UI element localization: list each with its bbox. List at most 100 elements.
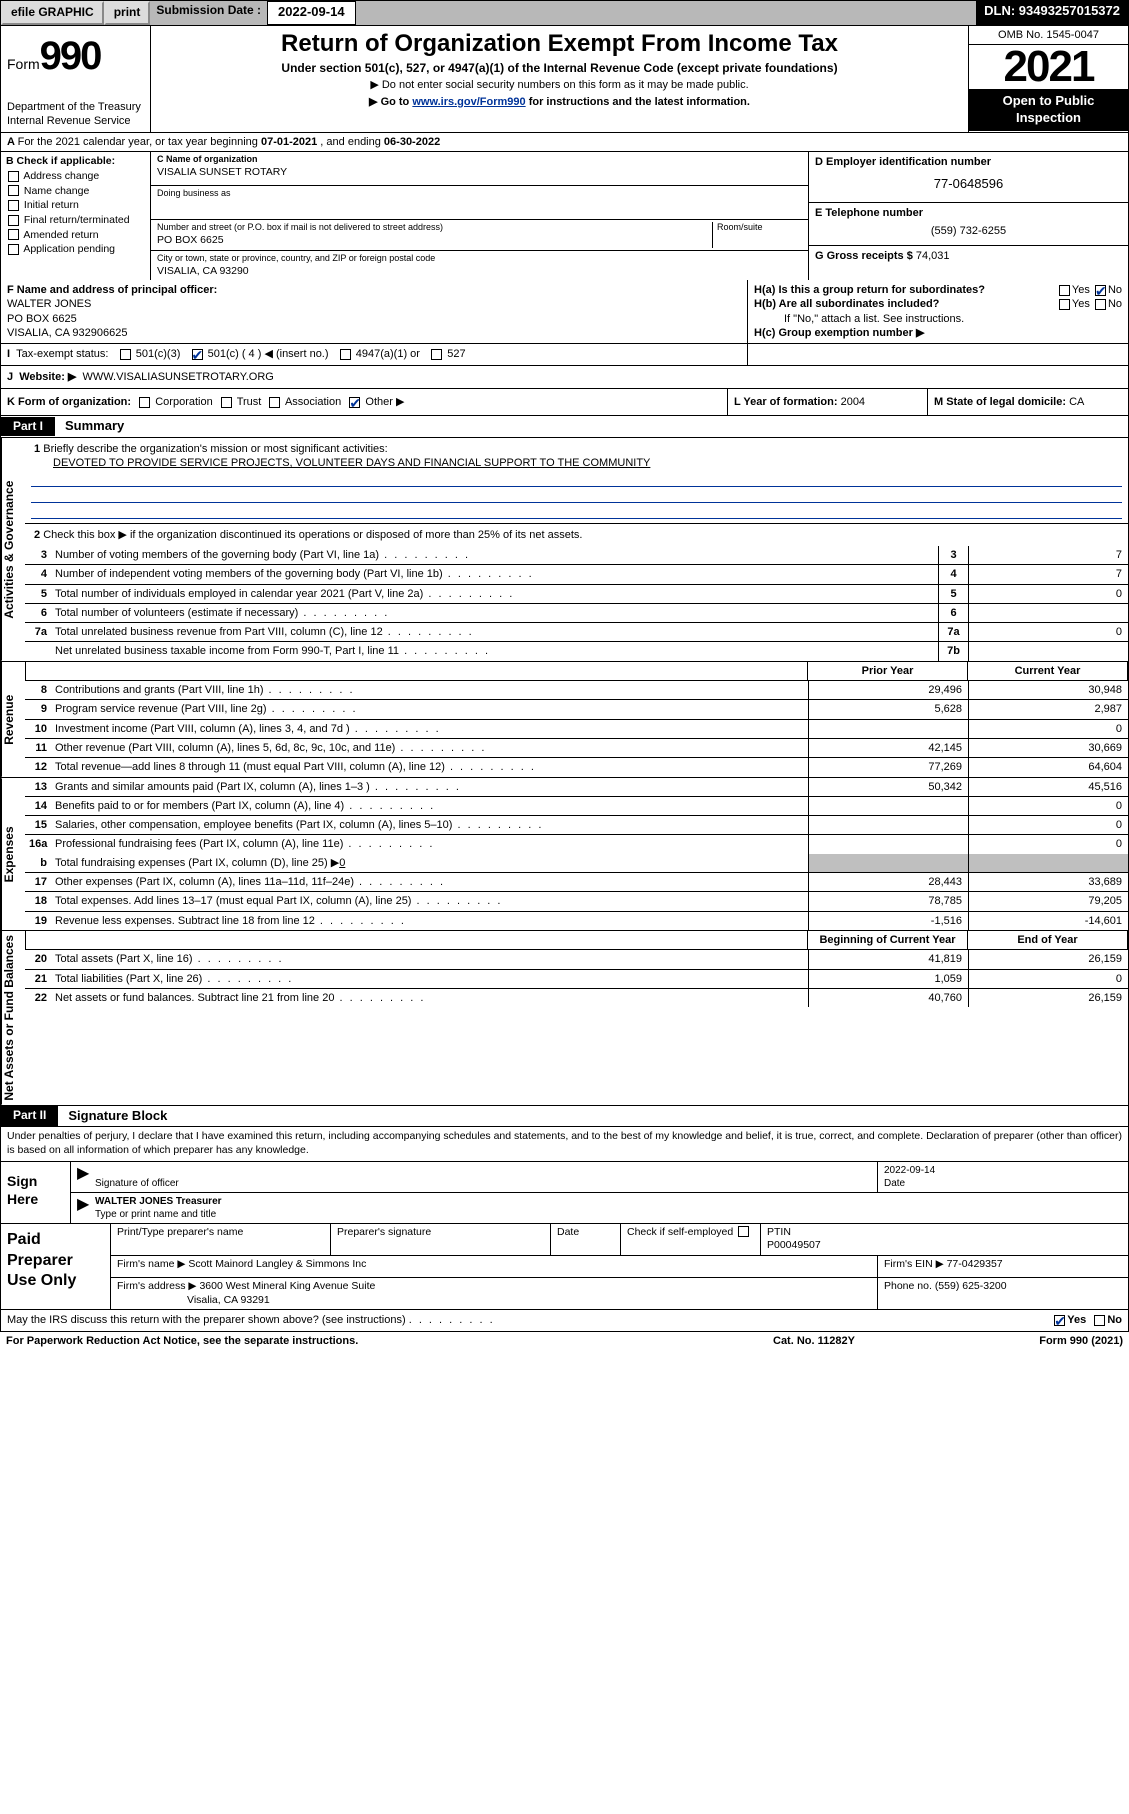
table-row: 18Total expenses. Add lines 13–17 (must …: [25, 892, 1128, 911]
hdr-current-year: Current Year: [967, 662, 1127, 680]
instructions-link[interactable]: www.irs.gov/Form990: [412, 96, 525, 108]
table-row: 3Number of voting members of the governi…: [25, 546, 1128, 565]
officer-addr1: PO BOX 6625: [7, 313, 77, 325]
table-row: 7aTotal unrelated business revenue from …: [25, 623, 1128, 642]
print-button[interactable]: print: [104, 1, 151, 25]
submission-date: 2022-09-14: [267, 1, 356, 25]
table-row: 11Other revenue (Part VIII, column (A), …: [25, 739, 1128, 758]
table-row: 14Benefits paid to or for members (Part …: [25, 797, 1128, 816]
table-row: 20Total assets (Part X, line 16)41,81926…: [25, 950, 1128, 969]
table-row: 22Net assets or fund balances. Subtract …: [25, 989, 1128, 1007]
d-ein-label: D Employer identification number: [815, 156, 991, 168]
form-header: Form990 Department of the Treasury Inter…: [0, 26, 1129, 134]
room-suite-label: Room/suite: [717, 222, 802, 234]
part-ii-title: Signature Block: [58, 1106, 177, 1127]
discuss-row: May the IRS discuss this return with the…: [0, 1310, 1129, 1331]
cb-final-return[interactable]: Final return/terminated: [6, 214, 145, 228]
table-row: 6Total number of volunteers (estimate if…: [25, 604, 1128, 623]
h-c: H(c) Group exemption number ▶: [754, 326, 1122, 340]
part-i-title: Summary: [55, 416, 134, 437]
city-label: City or town, state or province, country…: [157, 253, 802, 265]
sign-here-block: Sign Here ▶ Signature of officer 2022-09…: [0, 1162, 1129, 1224]
table-row: Net unrelated business taxable income fr…: [25, 642, 1128, 660]
row-k-l-m: K Form of organization: Corporation Trus…: [0, 389, 1129, 416]
efile-button[interactable]: efile GRAPHIC: [1, 1, 104, 25]
h-b-note: If "No," attach a list. See instructions…: [754, 312, 1122, 326]
h-a: H(a) Is this a group return for subordin…: [754, 283, 1122, 297]
bottom-footer: For Paperwork Reduction Act Notice, see …: [0, 1332, 1129, 1350]
cb-amended-return[interactable]: Amended return: [6, 229, 145, 243]
paid-preparer-label: Paid Preparer Use Only: [1, 1224, 111, 1310]
firm-ein: 77-0429357: [947, 1258, 1003, 1270]
hdr-prior-year: Prior Year: [807, 662, 967, 680]
prep-name-label: Print/Type preparer's name: [111, 1224, 331, 1255]
form-number: Form990: [7, 30, 144, 82]
officer-name-title: WALTER JONES Treasurer: [95, 1196, 222, 1207]
col-c-org-info: C Name of organization VISALIA SUNSET RO…: [151, 152, 808, 280]
table-row: 5Total number of individuals employed in…: [25, 585, 1128, 604]
table-row: 19Revenue less expenses. Subtract line 1…: [25, 912, 1128, 930]
instructions-note: ▶ Go to www.irs.gov/Form990 for instruct…: [157, 95, 962, 109]
firm-name-label: Firm's name ▶: [117, 1258, 185, 1270]
form-title: Return of Organization Exempt From Incom…: [157, 28, 962, 59]
side-label-governance: Activities & Governance: [1, 438, 25, 661]
cb-application-pending[interactable]: Application pending: [6, 243, 145, 257]
grid-b-to-g: B Check if applicable: Address change Na…: [0, 152, 1129, 280]
table-row: 16aProfessional fundraising fees (Part I…: [25, 835, 1128, 853]
part-i-governance: Activities & Governance 1 Briefly descri…: [0, 438, 1129, 662]
table-row: 9Program service revenue (Part VIII, lin…: [25, 700, 1128, 719]
cb-initial-return[interactable]: Initial return: [6, 199, 145, 213]
table-row: 21Total liabilities (Part X, line 26)1,0…: [25, 970, 1128, 989]
part-ii-header: Part II Signature Block: [0, 1106, 1129, 1128]
sig-date-label: Date: [884, 1178, 905, 1189]
gross-receipts-value: 74,031: [916, 250, 950, 262]
firm-ein-label: Firm's EIN ▶: [884, 1258, 944, 1270]
col-right-d-e-g: D Employer identification number 77-0648…: [808, 152, 1128, 280]
f-officer-label: F Name and address of principal officer:: [7, 284, 217, 296]
part-i-net-assets: Net Assets or Fund Balances Beginning of…: [0, 931, 1129, 1106]
part-ii-tab: Part II: [1, 1106, 58, 1126]
org-city: VISALIA, CA 93290: [157, 265, 802, 279]
submission-date-label: Submission Date :: [150, 1, 267, 25]
net-header-row: Beginning of Current Year End of Year: [25, 931, 1128, 950]
table-row: 10Investment income (Part VIII, column (…: [25, 720, 1128, 739]
table-row: 17Other expenses (Part IX, column (A), l…: [25, 873, 1128, 892]
row-a-tax-year: A For the 2021 calendar year, or tax yea…: [0, 133, 1129, 152]
col-b-checkboxes: B Check if applicable: Address change Na…: [1, 152, 151, 280]
table-row: 8Contributions and grants (Part VIII, li…: [25, 681, 1128, 700]
org-street: PO BOX 6625: [157, 234, 712, 248]
table-row: 15Salaries, other compensation, employee…: [25, 816, 1128, 835]
hdr-beg-year: Beginning of Current Year: [807, 931, 967, 949]
part-i-tab: Part I: [1, 417, 55, 437]
officer-addr2: VISALIA, CA 932906625: [7, 327, 127, 339]
prep-date-label: Date: [551, 1224, 621, 1255]
part-i-header: Part I Summary: [0, 416, 1129, 438]
sig-officer-label: Signature of officer: [95, 1178, 179, 1189]
cb-name-change[interactable]: Name change: [6, 185, 145, 199]
row-i: I Tax-exempt status: 501(c)(3) 501(c) ( …: [0, 344, 1129, 365]
cat-no: Cat. No. 11282Y: [773, 1334, 973, 1348]
hdr-end-year: End of Year: [967, 931, 1127, 949]
table-row: 12Total revenue—add lines 8 through 11 (…: [25, 758, 1128, 776]
c-name-label: C Name of organization: [157, 154, 802, 166]
part-i-expenses: Expenses 13Grants and similar amounts pa…: [0, 778, 1129, 931]
mission-text: DEVOTED TO PROVIDE SERVICE PROJECTS, VOL…: [31, 457, 650, 469]
officer-name: WALTER JONES: [7, 298, 91, 310]
table-row: 13Grants and similar amounts paid (Part …: [25, 778, 1128, 797]
sign-here-label: Sign Here: [1, 1162, 71, 1223]
e-phone-label: E Telephone number: [815, 207, 923, 219]
firm-addr2: Visalia, CA 93291: [187, 1294, 270, 1306]
side-label-expenses: Expenses: [1, 778, 25, 930]
side-label-net: Net Assets or Fund Balances: [1, 931, 25, 1105]
rev-header-row: Prior Year Current Year: [25, 662, 1128, 681]
self-employed-label: Check if self-employed: [621, 1224, 761, 1255]
jurat-text: Under penalties of perjury, I declare th…: [0, 1127, 1129, 1161]
dept-treasury: Department of the Treasury Internal Reve…: [7, 100, 144, 129]
prep-sig-label: Preparer's signature: [331, 1224, 551, 1255]
cb-address-change[interactable]: Address change: [6, 170, 145, 184]
table-row: 4Number of independent voting members of…: [25, 565, 1128, 584]
phone-value: (559) 732-6255: [815, 220, 1122, 242]
g-gross-label: G Gross receipts $: [815, 250, 913, 262]
ein-value: 77-0648596: [815, 170, 1122, 199]
ptin-value: P00049507: [767, 1239, 821, 1251]
